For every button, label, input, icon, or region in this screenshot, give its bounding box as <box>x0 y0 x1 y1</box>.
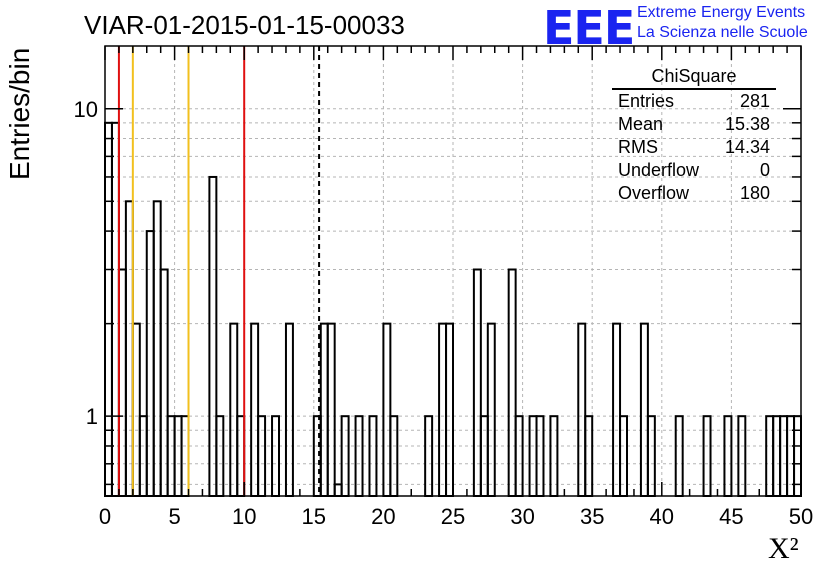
logo-caption-line2: La Scienza nelle Scuole <box>637 24 808 41</box>
histogram-bin <box>445 322 455 497</box>
histogram-bin <box>131 322 141 497</box>
histogram-bin <box>159 268 169 498</box>
histogram-bin <box>486 322 496 497</box>
histogram-bin <box>333 483 343 498</box>
histogram-bin <box>284 322 294 497</box>
histogram-bin <box>110 121 120 497</box>
x-axis-label: X² <box>768 532 799 565</box>
histogram-title: VIAR-01-2015-01-15-00033 <box>84 10 405 40</box>
y-axis-label: Entries/bin <box>4 47 35 180</box>
x-tick-label: 50 <box>789 504 813 529</box>
stats-value: 15.38 <box>724 114 770 134</box>
histogram-bin <box>507 268 517 498</box>
stats-value: 281 <box>739 91 770 111</box>
y-tick-label: 10 <box>74 97 98 122</box>
histogram-bin <box>117 268 127 498</box>
stats-value: 180 <box>739 183 770 203</box>
logo-caption: Extreme Energy Events La Scienza nelle S… <box>637 3 808 43</box>
histogram-bin <box>472 268 482 498</box>
stats-label: Entries <box>618 91 675 111</box>
x-tick-label: 45 <box>719 504 743 529</box>
stats-title: ChiSquare <box>612 64 776 90</box>
histogram-bin <box>208 175 218 498</box>
histogram-bin <box>382 322 392 497</box>
x-tick-label: 5 <box>168 504 180 529</box>
x-tick-label: 0 <box>99 504 111 529</box>
axis-ticks <box>104 46 802 496</box>
x-tick-label: 20 <box>371 504 395 529</box>
eee-logo: EEE <box>543 1 635 55</box>
histogram-bin <box>639 322 649 497</box>
stats-row-underflow: Underflow 0 <box>612 159 776 182</box>
stats-value: 14.34 <box>724 137 770 157</box>
stats-label: Overflow <box>618 183 690 203</box>
x-tick-label: 40 <box>650 504 674 529</box>
histogram-bin <box>145 230 155 497</box>
stats-row-overflow: Overflow 180 <box>612 182 776 205</box>
stats-row-entries: Entries 281 <box>612 90 776 113</box>
logo-caption-line1: Extreme Energy Events <box>637 4 806 21</box>
reference-lines <box>117 46 321 496</box>
histogram-bin <box>326 322 336 497</box>
histogram-bin <box>577 322 587 497</box>
stats-label: Underflow <box>618 160 700 180</box>
histogram-bin <box>612 322 622 497</box>
x-tick-label: 30 <box>510 504 534 529</box>
histogram-bin <box>438 322 448 497</box>
histogram-bin <box>124 200 134 498</box>
histogram-bin <box>250 322 260 497</box>
x-tick-label: 10 <box>232 504 256 529</box>
histogram-bin <box>152 200 162 498</box>
histogram-bin <box>104 121 113 497</box>
histogram-bin <box>319 322 329 497</box>
stats-box: ChiSquare Entries 281 Mean 15.38 RMS 14.… <box>612 64 776 205</box>
stats-label: Mean <box>618 114 664 134</box>
x-tick-label: 35 <box>580 504 604 529</box>
x-tick-label: 25 <box>441 504 465 529</box>
stats-value: 0 <box>759 160 770 180</box>
stats-label: RMS <box>618 137 658 157</box>
tick-labels: 0 5 10 15 20 25 30 35 40 45 50 1 10 <box>74 97 814 529</box>
stats-row-mean: Mean 15.38 <box>612 113 776 136</box>
histogram-bin <box>229 322 239 497</box>
y-tick-label: 1 <box>86 404 98 429</box>
x-tick-label: 15 <box>302 504 326 529</box>
stats-row-rms: RMS 14.34 <box>612 136 776 159</box>
